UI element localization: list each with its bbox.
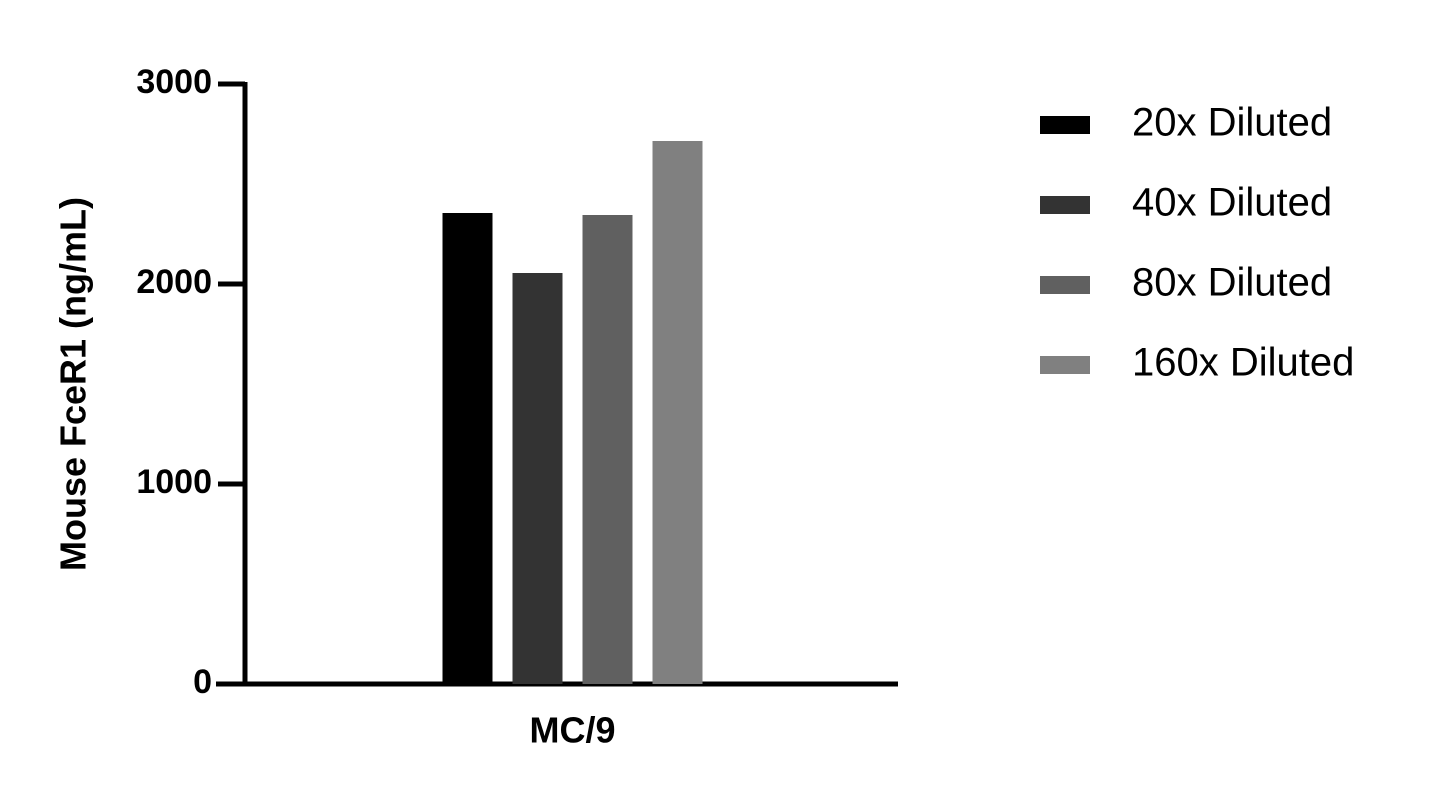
y-tick-label: 3000 bbox=[136, 63, 212, 101]
legend-label: 20x Diluted bbox=[1132, 101, 1332, 145]
y-axis-title: Mouse FceR1 (ng/mL) bbox=[53, 197, 94, 571]
y-tick-label: 2000 bbox=[136, 263, 212, 301]
y-tick-label: 0 bbox=[193, 663, 212, 701]
bar bbox=[652, 141, 703, 684]
bar bbox=[582, 215, 633, 684]
legend-swatch bbox=[1040, 276, 1090, 294]
legend-label: 160x Diluted bbox=[1132, 341, 1354, 385]
legend-label: 80x Diluted bbox=[1132, 261, 1332, 305]
y-tick-label: 1000 bbox=[136, 463, 212, 501]
bar bbox=[512, 273, 563, 684]
legend-swatch bbox=[1040, 116, 1090, 134]
bar bbox=[442, 213, 493, 684]
legend-swatch bbox=[1040, 356, 1090, 374]
legend-swatch bbox=[1040, 196, 1090, 214]
legend-label: 40x Diluted bbox=[1132, 181, 1332, 225]
x-tick-label: MC/9 bbox=[529, 710, 615, 751]
